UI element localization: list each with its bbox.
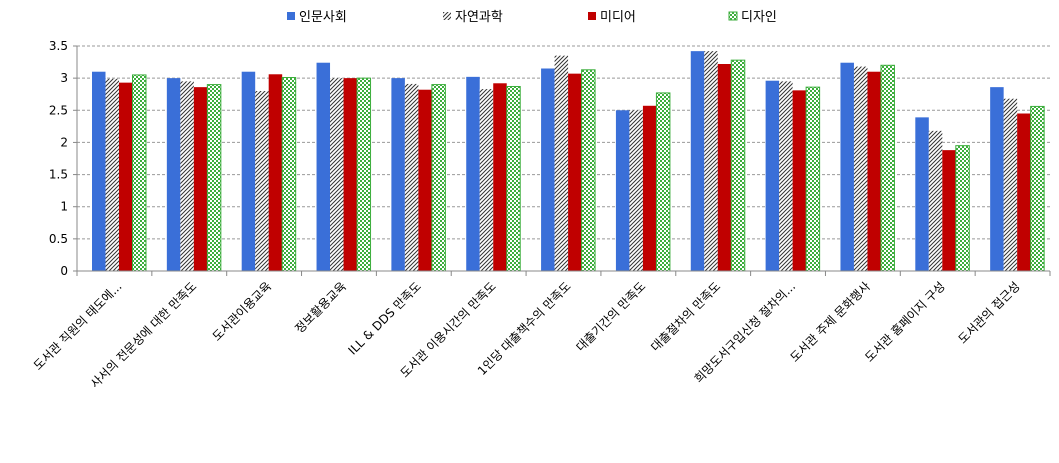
bar-인문사회-3 [241, 71, 256, 271]
bar-미디어-5 [418, 89, 432, 271]
bar-디자인-5 [431, 84, 446, 272]
bar-디자인-10 [805, 86, 821, 272]
legend-label: 자연과학 [455, 10, 503, 25]
bar-디자인-8 [655, 92, 671, 272]
y-tick-label: 0.5 [49, 232, 68, 246]
legend-swatch [287, 12, 295, 20]
bar-디자인-3 [281, 77, 297, 272]
bar-인문사회-11 [840, 62, 854, 271]
category-label: 도서관의 접근성 [955, 279, 1022, 346]
bar-자연과학-3 [255, 91, 269, 271]
bar-디자인-12 [955, 145, 970, 272]
bars [92, 51, 1045, 272]
legend-label: 디자인 [741, 10, 777, 25]
legend-swatch [728, 11, 738, 21]
legend-swatch [443, 12, 451, 20]
bar-미디어-4 [343, 78, 358, 272]
bar-미디어-10 [792, 90, 807, 271]
bar-자연과학-13 [1003, 98, 1018, 271]
category-label: 대출기간의 만족도 [573, 279, 648, 354]
bar-미디어-13 [1017, 113, 1031, 271]
y-tick-label: 3.5 [49, 39, 68, 53]
category-label: 도서관 주제 문화행사 [787, 279, 873, 365]
y-axis: 0 0.5 1 1.5 2 2.5 3 3.5 [49, 39, 78, 278]
bar-인문사회-5 [391, 78, 405, 272]
bar-디자인-9 [730, 59, 746, 272]
bar-인문사회-12 [915, 117, 929, 271]
bar-자연과학-8 [629, 110, 643, 272]
bar-자연과학-5 [404, 83, 419, 271]
bar-디자인-2 [206, 84, 222, 272]
bar-미디어-3 [268, 74, 283, 272]
category-label: 도서관 홈페이지 구성 [862, 279, 948, 365]
bar-미디어-7 [568, 73, 582, 272]
y-tick-label: 1.5 [49, 168, 68, 182]
bar-자연과학-2 [180, 81, 194, 271]
bar-디자인-13 [1030, 105, 1045, 272]
bar-자연과학-7 [554, 55, 569, 272]
bar-인문사회-6 [466, 76, 480, 271]
bar-자연과학-10 [779, 81, 793, 271]
bar-자연과학-6 [479, 89, 494, 271]
category-label: ILL & DDS 만족도 [345, 279, 423, 357]
bar-미디어-11 [867, 71, 881, 271]
legend-label: 인문사회 [299, 10, 347, 25]
legend-swatch [588, 12, 596, 20]
bar-자연과학-11 [853, 66, 868, 271]
category-label: 도서관이용교육 [210, 279, 275, 344]
bar-미디어-8 [642, 105, 657, 272]
category-label: 정보활용교육 [292, 279, 349, 336]
bar-미디어-2 [193, 87, 208, 272]
bar-인문사회-13 [990, 87, 1004, 272]
bar-인문사회-4 [316, 62, 331, 271]
legend-label: 미디어 [600, 10, 636, 25]
bar-미디어-1 [119, 82, 133, 272]
y-tick-label: 2.5 [49, 103, 68, 117]
bar-인문사회-9 [690, 51, 705, 272]
legend: 인문사회 자연과학 미디어 디자인 [287, 10, 777, 25]
bar-인문사회-7 [541, 68, 555, 271]
y-tick-label: 2 [60, 135, 68, 149]
bar-자연과학-4 [330, 78, 344, 272]
bar-인문사회-1 [92, 71, 106, 271]
bar-디자인-6 [506, 86, 521, 272]
bar-미디어-9 [717, 64, 732, 271]
category-label: 대출절차의 만족도 [648, 279, 723, 354]
bar-자연과학-12 [928, 130, 943, 271]
y-tick-label: 1 [60, 200, 68, 214]
y-tick-label: 0 [60, 264, 68, 278]
bar-인문사회-2 [166, 78, 181, 272]
bar-인문사회-8 [615, 110, 630, 272]
bar-미디어-6 [493, 83, 507, 272]
bar-인문사회-10 [765, 80, 780, 271]
bar-디자인-7 [581, 69, 596, 272]
bar-자연과학-1 [105, 78, 119, 272]
bar-디자인-4 [356, 77, 372, 272]
bar-디자인-11 [880, 64, 895, 272]
y-tick-label: 3 [60, 71, 68, 85]
x-axis: 도서관 직원의 태도에...사서의 전문성에 대한 만족도 도서관이용교육 정보활용… [31, 270, 1051, 391]
bar-디자인-1 [132, 74, 147, 272]
bar-자연과학-9 [704, 51, 718, 272]
bar-미디어-12 [942, 150, 956, 271]
